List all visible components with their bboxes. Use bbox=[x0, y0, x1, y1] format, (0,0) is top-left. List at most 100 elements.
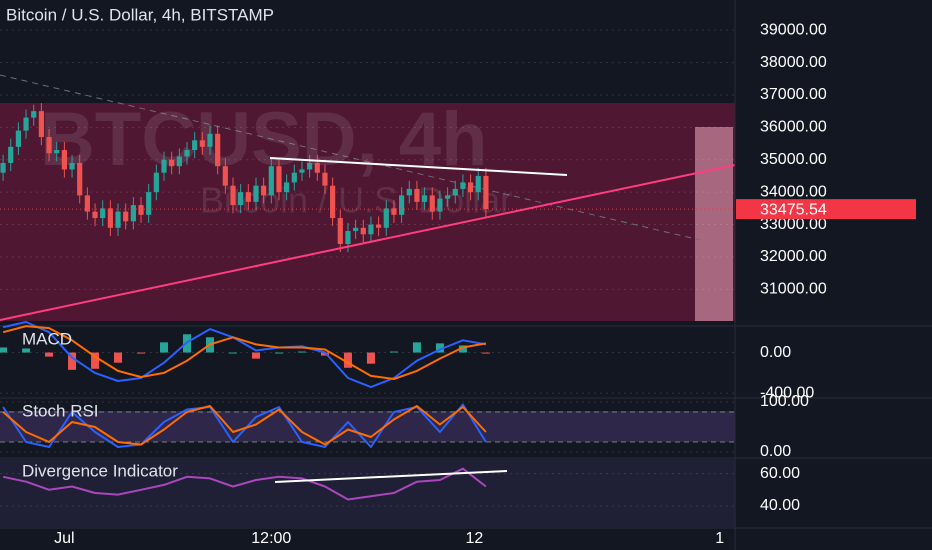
x-tick-label: Jul bbox=[54, 530, 74, 547]
range-zone bbox=[0, 103, 735, 321]
candle-body bbox=[0, 162, 6, 173]
candle-body bbox=[130, 205, 136, 222]
histogram-bar bbox=[45, 352, 54, 357]
candle-body bbox=[123, 211, 129, 222]
y-tick-label: -400.00 bbox=[760, 384, 814, 401]
watermark: BTCUSD, 4h bbox=[40, 97, 488, 182]
candle-body bbox=[46, 137, 52, 154]
candle-body bbox=[107, 208, 113, 228]
candle-body bbox=[23, 117, 29, 131]
candle-body bbox=[92, 211, 98, 219]
grid-layer bbox=[0, 29, 932, 507]
y-tick-label: 0.00 bbox=[760, 344, 791, 361]
indicator-line bbox=[2, 405, 487, 446]
histogram-bar bbox=[366, 352, 375, 364]
y-tick-label: 38000.00 bbox=[760, 54, 827, 71]
candle-body bbox=[84, 195, 90, 212]
indicator-line bbox=[2, 403, 487, 448]
candle-body bbox=[483, 175, 489, 210]
candle-body bbox=[291, 172, 297, 183]
candle-body bbox=[322, 172, 328, 186]
candle-body bbox=[414, 188, 420, 202]
pane-title: Divergence Indicator bbox=[22, 461, 178, 480]
candle-body bbox=[368, 224, 374, 235]
chart-title: Bitcoin / U.S. Dollar, 4h, BITSTAMP bbox=[6, 5, 274, 24]
pane-title: Stoch RSI bbox=[22, 401, 99, 420]
histogram-bar bbox=[412, 342, 421, 353]
candle-body bbox=[38, 111, 44, 138]
histogram-bar bbox=[91, 352, 100, 369]
candle-body bbox=[184, 150, 190, 157]
histogram-bar bbox=[297, 351, 306, 353]
x-tick-label: 12 bbox=[466, 530, 484, 547]
indicator-line bbox=[2, 467, 487, 501]
candle-body bbox=[146, 192, 152, 215]
candle-body bbox=[399, 195, 405, 215]
candle-body bbox=[268, 166, 274, 196]
indicator-line bbox=[2, 325, 487, 380]
y-tick-label: 100.00 bbox=[760, 393, 809, 410]
candle-body bbox=[406, 188, 412, 196]
histogram-bar bbox=[320, 352, 329, 356]
y-tick-label: 60.00 bbox=[760, 465, 800, 482]
histogram-bar bbox=[68, 352, 77, 370]
candle-body bbox=[138, 205, 144, 215]
candle-body bbox=[261, 185, 267, 196]
y-tick-label: 37000.00 bbox=[760, 86, 827, 103]
candle-body bbox=[276, 166, 282, 193]
candle-body bbox=[192, 140, 198, 151]
candle-body bbox=[215, 133, 221, 167]
histogram-bar bbox=[228, 352, 237, 354]
last-price-box bbox=[736, 199, 916, 220]
histogram-bar bbox=[458, 345, 467, 353]
candle-body bbox=[153, 172, 159, 193]
candle-body bbox=[330, 185, 336, 219]
candle-body bbox=[31, 111, 37, 118]
histogram-bar bbox=[274, 352, 283, 354]
y-tick-label: 39000.00 bbox=[760, 21, 827, 38]
y-tick-label: 35000.00 bbox=[760, 151, 827, 168]
candle-body bbox=[299, 169, 305, 173]
indicator-line bbox=[2, 321, 487, 389]
candle-body bbox=[383, 208, 389, 228]
y-tick-label: 33000.00 bbox=[760, 216, 827, 233]
candle-body bbox=[115, 211, 121, 228]
candle-body bbox=[15, 130, 21, 147]
candle-body bbox=[437, 198, 443, 212]
histogram-bar bbox=[22, 348, 31, 353]
candle-body bbox=[421, 195, 428, 202]
trend-line bbox=[269, 157, 568, 176]
histogram-bar bbox=[160, 342, 169, 353]
candle-body bbox=[307, 162, 313, 170]
x-tick-label: 1 bbox=[715, 530, 724, 547]
histogram-bar bbox=[114, 352, 123, 363]
candle-body bbox=[253, 185, 259, 202]
y-tick-label: 0.00 bbox=[760, 443, 791, 460]
candle-body bbox=[467, 182, 474, 193]
y-tick-label: 32000.00 bbox=[760, 248, 827, 265]
trend-line bbox=[274, 470, 508, 483]
pane-title: MACD bbox=[22, 329, 72, 348]
trend-line bbox=[0, 164, 736, 321]
histogram-bar bbox=[389, 351, 398, 353]
candle-body bbox=[452, 188, 458, 196]
candle-body bbox=[100, 208, 106, 219]
y-tick-label: 34000.00 bbox=[760, 183, 827, 200]
candle-body bbox=[337, 218, 343, 244]
histogram-bar bbox=[343, 352, 352, 368]
candle-body bbox=[176, 156, 182, 167]
candle-body bbox=[77, 162, 83, 196]
candle-body bbox=[199, 140, 205, 147]
candle-body bbox=[284, 182, 290, 193]
candle-body bbox=[61, 150, 67, 170]
candle-body bbox=[353, 227, 359, 232]
histogram-bar bbox=[435, 343, 444, 353]
y-tick-label: 40.00 bbox=[760, 497, 800, 514]
x-tick-label: 12:00 bbox=[251, 530, 291, 547]
candle-body bbox=[345, 231, 351, 244]
candle-body bbox=[69, 162, 75, 170]
candle-body bbox=[460, 182, 466, 189]
projection-box bbox=[695, 127, 733, 321]
